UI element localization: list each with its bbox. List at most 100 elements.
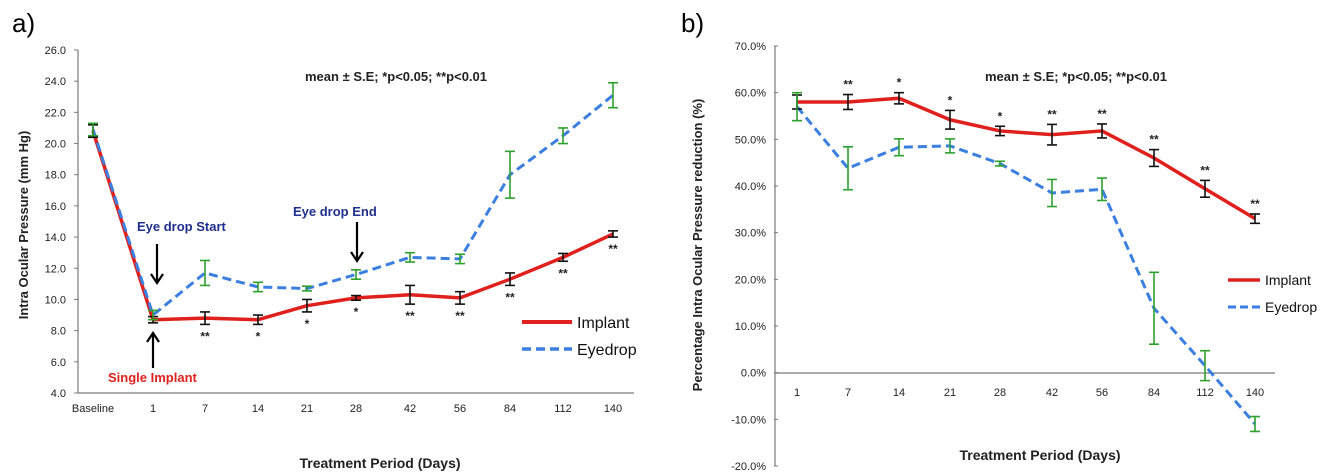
eye-drop-start-label: Eye drop Start <box>137 219 227 234</box>
x-tick-label: 1 <box>150 403 156 415</box>
panel-b-series <box>792 91 1260 433</box>
panel-a-series <box>88 81 618 326</box>
x-tick-label: 140 <box>604 403 622 415</box>
panel-b-y-ticks: -20.0% -10.0% 0.0% 10.0% 20.0% 30.0% 40.0% 50.0… <box>731 41 778 473</box>
implant-error-bar <box>995 125 1005 137</box>
implant-error-bar <box>505 272 515 287</box>
x-tick-label: 84 <box>1148 387 1160 399</box>
implant-error-bar <box>1149 148 1159 168</box>
eyedrop-error-bar <box>148 309 158 321</box>
y-tick-label: 18.0 <box>45 170 66 182</box>
y-tick-label: 10.0% <box>735 321 766 333</box>
eyedrop-error-bar <box>558 127 568 145</box>
panel-a: a) 4.0 6.0 8.0 10.0 12.0 14.0 16.0 18.0 20.0 22.0… <box>12 8 637 471</box>
eyedrop-error-bar <box>1097 177 1107 202</box>
eyedrop-error-bar <box>88 122 98 137</box>
implant-error-bar <box>1250 213 1260 225</box>
y-tick-label: 12.0 <box>45 263 66 275</box>
significance-marker: ** <box>200 329 210 343</box>
implant-error-bar <box>405 284 415 305</box>
panel-b-significance: ** *** ** ******** <box>843 76 1260 211</box>
panel-b-y-axis-label: Percentage Intra Ocular Pressure reducti… <box>690 99 705 392</box>
y-tick-label: 24.0 <box>45 76 66 88</box>
panel-b-x-axis-label: Treatment Period (Days) <box>959 447 1120 463</box>
y-tick-label: 22.0 <box>45 107 66 119</box>
y-tick-label: 16.0 <box>45 201 66 213</box>
x-tick-label: 28 <box>350 403 362 415</box>
implant-error-bar <box>843 93 853 111</box>
x-tick-label: 42 <box>404 403 416 415</box>
x-tick-label: 7 <box>202 403 208 415</box>
eyedrop-error-bar <box>1200 349 1210 382</box>
significance-marker: ** <box>1250 197 1260 211</box>
x-tick-label: 56 <box>1096 387 1108 399</box>
panel-b-x-ticks: 1 7 14 21 28 42 56 84 112 140 <box>794 387 1264 399</box>
y-tick-label: 40.0% <box>735 181 766 193</box>
legend-implant-label: Implant <box>1265 272 1311 288</box>
significance-marker: * <box>354 305 359 319</box>
implant-error-bar <box>253 314 263 326</box>
significance-marker: * <box>256 329 261 343</box>
panel-a-x-axis-label: Treatment Period (Days) <box>299 455 460 471</box>
x-tick-label: 84 <box>504 403 516 415</box>
x-tick-label: 140 <box>1246 387 1264 399</box>
significance-marker: ** <box>1149 133 1159 147</box>
significance-marker: ** <box>1200 163 1210 177</box>
x-tick-label: 42 <box>1046 387 1058 399</box>
single-implant-arrow-icon <box>146 331 160 368</box>
x-tick-label: 14 <box>893 387 905 399</box>
eyedrop-error-bar <box>843 146 853 191</box>
implant-error-bar <box>1097 123 1107 139</box>
y-tick-label: -20.0% <box>731 461 766 473</box>
legend-eyedrop-label: Eyedrop <box>1265 299 1317 315</box>
significance-marker: * <box>948 93 953 107</box>
x-tick-label: 112 <box>554 403 572 415</box>
eyedrop-error-bar <box>455 253 465 265</box>
implant-error-bar <box>302 298 312 313</box>
x-tick-label: 21 <box>301 403 313 415</box>
y-tick-label: 8.0 <box>51 326 66 338</box>
y-tick-label: 26.0 <box>45 45 66 57</box>
implant-error-bar <box>200 311 210 326</box>
significance-marker: ** <box>843 78 853 92</box>
panel-a-legend: Implant Eyedrop <box>522 315 637 359</box>
eyedrop-error-bar <box>792 91 802 122</box>
eyedrop-series-line <box>91 94 614 317</box>
implant-series-line <box>797 96 1256 221</box>
eyedrop-error-bar <box>200 259 210 287</box>
significance-marker: ** <box>455 309 465 323</box>
significance-marker: ** <box>505 290 515 304</box>
eyedrop-error-bar <box>253 281 263 293</box>
eyedrop-error-bar <box>405 251 415 263</box>
significance-marker: * <box>305 317 310 331</box>
panel-b-legend: Implant Eyedrop <box>1228 272 1317 315</box>
legend-implant-label: Implant <box>577 315 630 332</box>
significance-marker: ** <box>405 309 415 323</box>
x-tick-label: 1 <box>794 387 800 399</box>
eyedrop-error-bar <box>894 138 904 157</box>
x-tick-label: 14 <box>252 403 264 415</box>
significance-marker: * <box>897 76 902 90</box>
x-tick-label: 28 <box>994 387 1006 399</box>
eyedrop-error-bar <box>945 138 955 154</box>
panel-a-x-ticks: Baseline 1 7 14 21 28 42 56 84 112 140 <box>72 403 622 415</box>
panel-a-label: a) <box>12 8 35 38</box>
eyedrop-error-bar <box>1149 271 1159 346</box>
panel-b-label: b) <box>681 8 704 38</box>
y-tick-label: 50.0% <box>735 134 766 146</box>
implant-error-bar <box>608 230 618 238</box>
y-tick-label: 30.0% <box>735 228 766 240</box>
x-tick-label: 7 <box>845 387 851 399</box>
eyedrop-series-line <box>795 105 1257 425</box>
eye-drop-end-label: Eye drop End <box>293 204 377 219</box>
eyedrop-error-bar <box>1047 178 1057 208</box>
eyedrop-error-bar <box>1250 415 1260 433</box>
y-tick-label: 4.0 <box>51 388 66 400</box>
y-tick-label: 10.0 <box>45 294 66 306</box>
y-tick-label: 20.0 <box>45 139 66 151</box>
significance-marker: ** <box>558 266 568 280</box>
panel-b-stats-note: mean ± S.E; *p<0.05; **p<0.01 <box>985 69 1167 84</box>
y-tick-label: 0.0% <box>741 368 766 380</box>
panel-a-y-axis-label: Intra Ocular Pressure (mm Hg) <box>16 131 31 320</box>
